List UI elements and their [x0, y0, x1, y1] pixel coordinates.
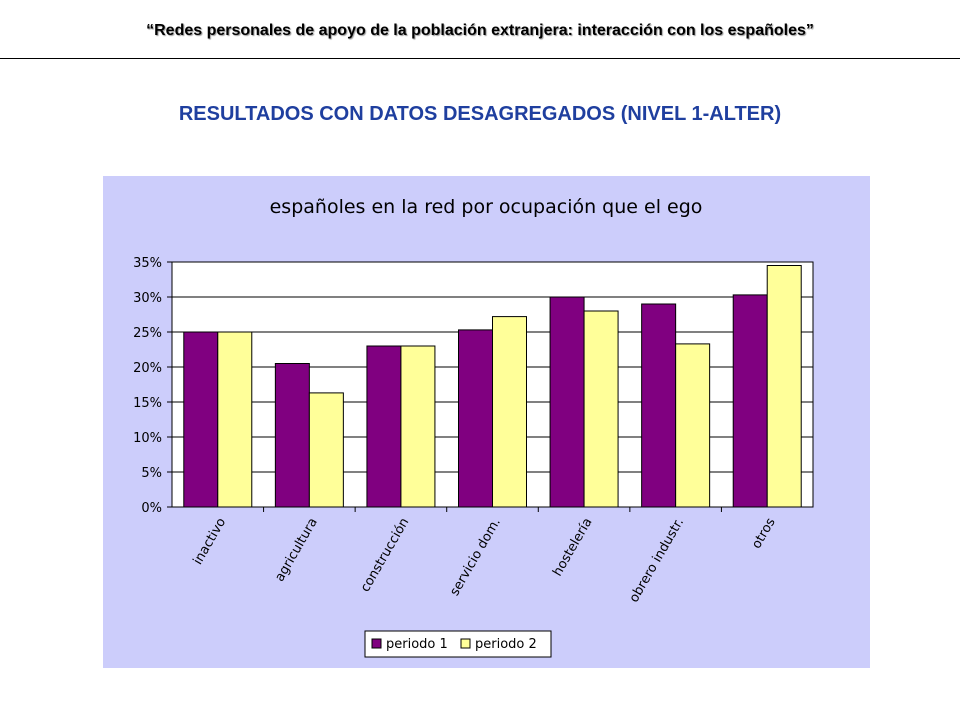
bar-2-3	[492, 316, 527, 508]
bar-1-3	[458, 329, 493, 508]
y-tick-label: 15%	[133, 396, 162, 411]
bar-1-5	[641, 303, 677, 508]
x-tick-label: servicio dom.	[447, 516, 504, 599]
x-tick-label: obrero industr.	[627, 516, 687, 606]
header-title: “Redes personales de apoyo de la poblaci…	[146, 22, 814, 39]
bar-2-5	[675, 343, 711, 508]
chart-svg: españoles en la red por ocupación que el…	[133, 196, 814, 658]
bar-1-1	[274, 363, 310, 508]
legend-swatch-periodo-1	[371, 638, 382, 649]
y-tick-label: 35%	[133, 256, 162, 271]
x-tick-label: agricultura	[272, 516, 320, 585]
y-tick-label: 0%	[141, 501, 162, 516]
y-tick-label: 5%	[141, 466, 162, 481]
bar-1-0	[183, 331, 219, 508]
legend-swatch-periodo-2	[460, 638, 471, 649]
legend-box	[364, 630, 552, 658]
x-tick-label: construcción	[358, 516, 412, 595]
header-divider	[0, 58, 960, 59]
bar-2-2	[400, 345, 436, 508]
bar-1-4	[549, 296, 585, 508]
x-tick-label: inactivo	[191, 515, 230, 567]
bar-2-4	[583, 310, 619, 508]
bar-2-0	[217, 331, 253, 508]
legend: periodo 1 periodo 2	[364, 630, 552, 658]
chart-panel: españoles en la red por ocupación que el…	[103, 176, 870, 668]
x-tick-label: hostelería	[550, 516, 595, 579]
y-tick-label: 20%	[133, 361, 162, 376]
x-axis: inactivo agricultura construcción servicio …	[191, 507, 779, 605]
bar-1-2	[366, 345, 402, 508]
section-heading: RESULTADOS CON DATOS DESAGREGADOS (NIVEL…	[178, 103, 782, 125]
x-tick-label: otros	[749, 515, 779, 551]
bar-1-6	[732, 294, 768, 508]
bar-2-6	[766, 265, 802, 508]
bar-2-1	[308, 392, 344, 508]
chart-title: españoles en la red por ocupación que el…	[270, 196, 703, 218]
y-tick-label: 10%	[133, 431, 162, 446]
y-tick-label: 25%	[133, 326, 162, 341]
y-axis: 0% 5% 10% 15% 20% 25% 30% 35%	[133, 256, 172, 516]
bars	[183, 265, 802, 508]
legend-label-periodo-2: periodo 2	[475, 637, 537, 652]
y-tick-label: 30%	[133, 291, 162, 306]
legend-label-periodo-1: periodo 1	[386, 637, 448, 652]
